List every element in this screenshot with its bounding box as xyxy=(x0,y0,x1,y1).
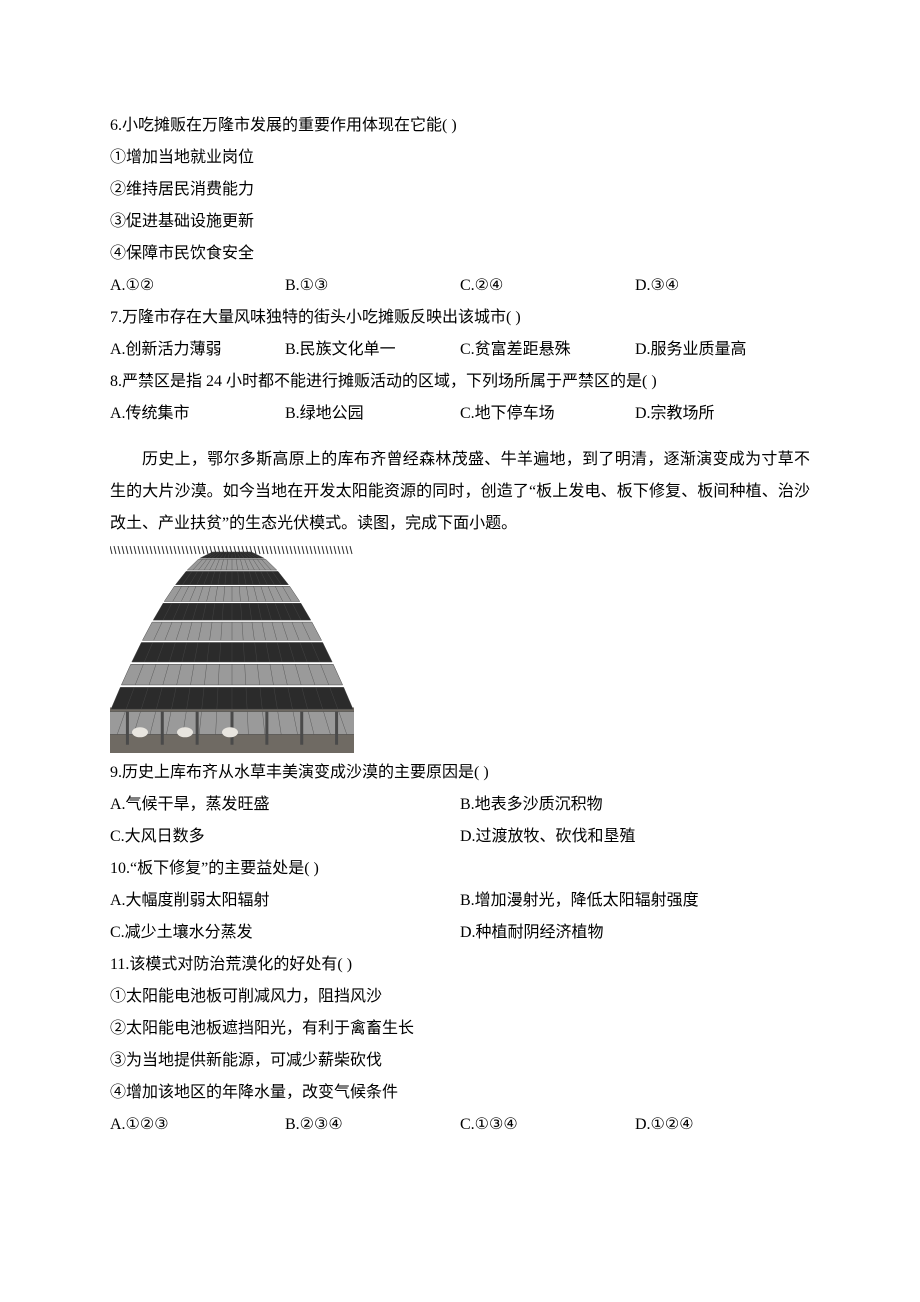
passage-text: 历史上，鄂尔多斯高原上的库布齐曾经森林茂盛、牛羊遍地，到了明清，逐渐演变成为寸草… xyxy=(110,444,810,540)
q10-opt-c: C.减少土壤水分蒸发 xyxy=(110,917,460,949)
q7-stem: 7.万隆市存在大量风味独特的街头小吃摊贩反映出该城市( ) xyxy=(110,302,810,334)
q11-opt-d: D.①②④ xyxy=(635,1109,810,1141)
q11-opt-b: B.②③④ xyxy=(285,1109,460,1141)
q8-options: A.传统集市 B.绿地公园 C.地下停车场 D.宗教场所 xyxy=(110,398,810,430)
q10-stem: 10.“板下修复”的主要益处是( ) xyxy=(110,853,810,885)
q7-options: A.创新活力薄弱 B.民族文化单一 C.贫富差距悬殊 D.服务业质量高 xyxy=(110,334,810,366)
q11-opt-c: C.①③④ xyxy=(460,1109,635,1141)
q6-stem: 6.小吃摊贩在万隆市发展的重要作用体现在它能( ) xyxy=(110,110,810,142)
q9-opt-b: B.地表多沙质沉积物 xyxy=(460,789,810,821)
q10-options: A.大幅度削弱太阳辐射 B.增加漫射光，降低太阳辐射强度 C.减少土壤水分蒸发 … xyxy=(110,885,810,949)
q8-opt-c: C.地下停车场 xyxy=(460,398,635,430)
q7-opt-b: B.民族文化单一 xyxy=(285,334,460,366)
q9-stem: 9.历史上库布齐从水草丰美演变成沙漠的主要原因是( ) xyxy=(110,757,810,789)
q10-opt-b: B.增加漫射光，降低太阳辐射强度 xyxy=(460,885,810,917)
q7-opt-c: C.贫富差距悬殊 xyxy=(460,334,635,366)
q7-opt-a: A.创新活力薄弱 xyxy=(110,334,285,366)
solar-panel-svg xyxy=(110,546,354,753)
q10-opt-d: D.种植耐阴经济植物 xyxy=(460,917,810,949)
q9-opt-d: D.过渡放牧、砍伐和垦殖 xyxy=(460,821,810,853)
solar-panel-figure xyxy=(110,546,810,753)
q9-opt-c: C.大风日数多 xyxy=(110,821,460,853)
q8-stem: 8.严禁区是指 24 小时都不能进行摊贩活动的区域，下列场所属于严禁区的是( ) xyxy=(110,366,810,398)
q9-options: A.气候干旱，蒸发旺盛 B.地表多沙质沉积物 C.大风日数多 D.过渡放牧、砍伐… xyxy=(110,789,810,853)
q11-opt-a: A.①②③ xyxy=(110,1109,285,1141)
q6-opt-c: C.②④ xyxy=(460,270,635,302)
q9-opt-a: A.气候干旱，蒸发旺盛 xyxy=(110,789,460,821)
q6-item-3: ③促进基础设施更新 xyxy=(110,206,810,238)
q6-item-2: ②维持居民消费能力 xyxy=(110,174,810,206)
q6-opt-d: D.③④ xyxy=(635,270,810,302)
q11-item-3: ③为当地提供新能源，可减少薪柴砍伐 xyxy=(110,1045,810,1077)
q6-item-4: ④保障市民饮食安全 xyxy=(110,238,810,270)
q8-opt-a: A.传统集市 xyxy=(110,398,285,430)
q6-options: A.①② B.①③ C.②④ D.③④ xyxy=(110,270,810,302)
q11-item-4: ④增加该地区的年降水量，改变气候条件 xyxy=(110,1077,810,1109)
q11-options: A.①②③ B.②③④ C.①③④ D.①②④ xyxy=(110,1109,810,1141)
q8-opt-b: B.绿地公园 xyxy=(285,398,460,430)
q11-item-2: ②太阳能电池板遮挡阳光，有利于禽畜生长 xyxy=(110,1013,810,1045)
exam-page: 6.小吃摊贩在万隆市发展的重要作用体现在它能( ) ①增加当地就业岗位 ②维持居… xyxy=(0,0,920,1251)
q10-opt-a: A.大幅度削弱太阳辐射 xyxy=(110,885,460,917)
q11-item-1: ①太阳能电池板可削减风力，阻挡风沙 xyxy=(110,981,810,1013)
q6-item-1: ①增加当地就业岗位 xyxy=(110,142,810,174)
q8-opt-d: D.宗教场所 xyxy=(635,398,810,430)
q6-opt-b: B.①③ xyxy=(285,270,460,302)
q7-opt-d: D.服务业质量高 xyxy=(635,334,810,366)
q6-opt-a: A.①② xyxy=(110,270,285,302)
q11-stem: 11.该模式对防治荒漠化的好处有( ) xyxy=(110,949,810,981)
